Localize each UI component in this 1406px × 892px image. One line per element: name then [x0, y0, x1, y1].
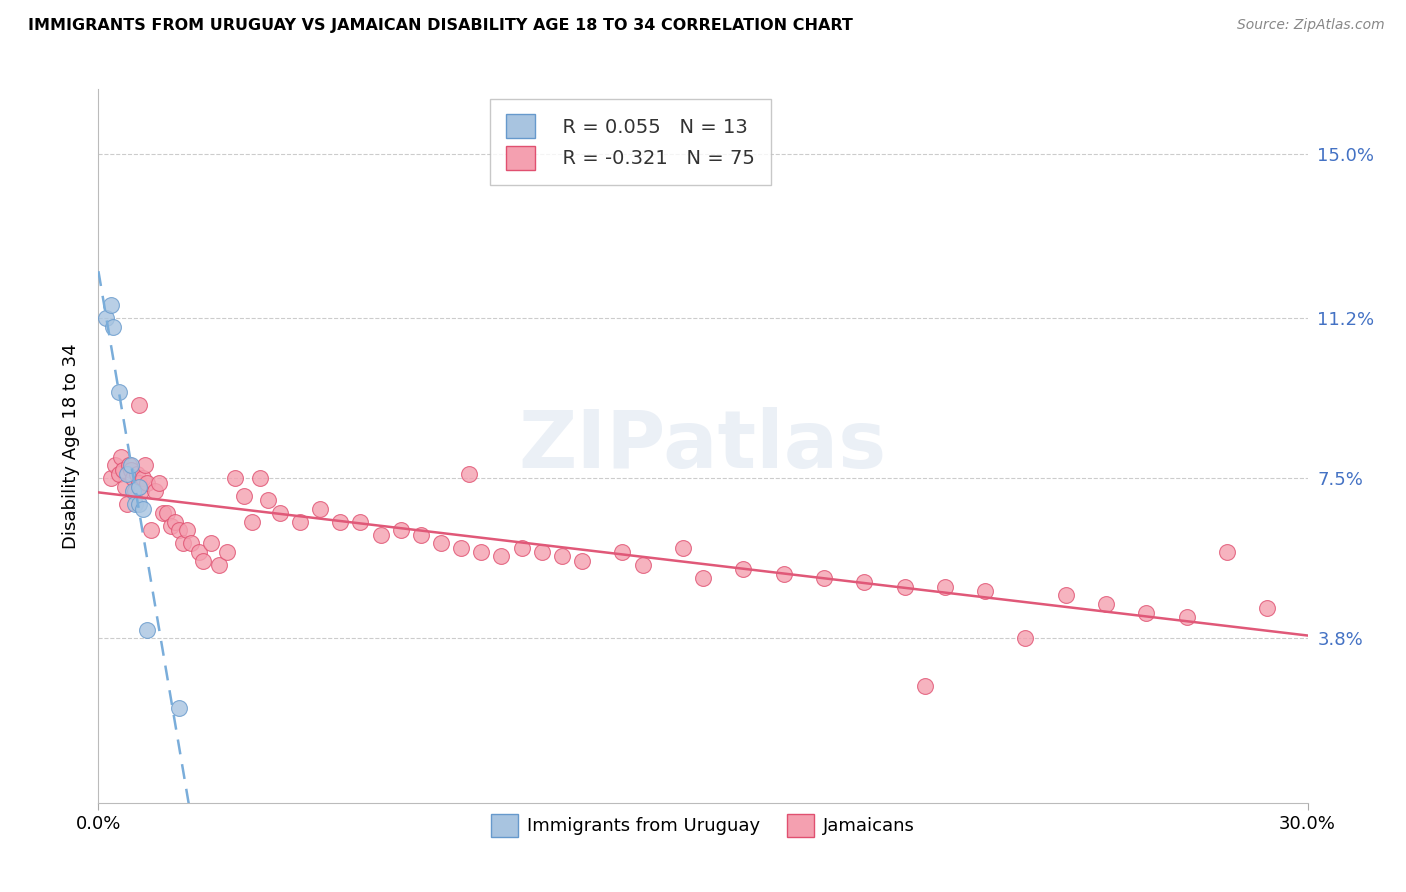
Point [813, 571, 835, 585]
Y-axis label: Disability Age 18 to 34: Disability Age 18 to 34 [62, 343, 80, 549]
Point [409, 527, 432, 541]
Point [132, 471, 155, 485]
Point [1014, 632, 1036, 646]
Point [551, 549, 574, 564]
Point [1216, 545, 1239, 559]
Point [430, 536, 453, 550]
Point [1256, 601, 1278, 615]
Point [125, 467, 148, 482]
Point [118, 458, 141, 473]
Point [193, 553, 215, 567]
Point [389, 524, 412, 538]
Point [135, 475, 157, 490]
Point [893, 580, 915, 594]
Point [107, 467, 129, 482]
Point [107, 384, 129, 399]
Point [128, 398, 150, 412]
Point [111, 463, 134, 477]
Point [103, 458, 125, 473]
Text: Source: ZipAtlas.com: Source: ZipAtlas.com [1237, 18, 1385, 32]
Point [269, 506, 291, 520]
Point [134, 458, 156, 473]
Point [349, 515, 371, 529]
Point [1175, 610, 1198, 624]
Point [974, 583, 997, 598]
Point [132, 501, 155, 516]
Legend: Immigrants from Uruguay, Jamaicans: Immigrants from Uruguay, Jamaicans [484, 807, 922, 844]
Point [914, 679, 936, 693]
Point [370, 527, 392, 541]
Point [853, 575, 876, 590]
Point [772, 566, 794, 581]
Point [180, 536, 202, 550]
Point [329, 515, 352, 529]
Text: ZIPatlas: ZIPatlas [519, 407, 887, 485]
Point [288, 515, 311, 529]
Point [692, 571, 714, 585]
Point [200, 536, 222, 550]
Point [208, 558, 231, 572]
Point [115, 497, 138, 511]
Point [1135, 606, 1157, 620]
Point [160, 519, 183, 533]
Point [470, 545, 492, 559]
Point [510, 541, 533, 555]
Point [100, 298, 122, 312]
Point [167, 524, 190, 538]
Point [121, 471, 143, 485]
Point [1054, 588, 1077, 602]
Point [139, 524, 162, 538]
Point [135, 623, 157, 637]
Point [249, 471, 271, 485]
Point [1095, 597, 1118, 611]
Point [458, 467, 481, 482]
Point [217, 545, 239, 559]
Point [224, 471, 246, 485]
Point [188, 545, 211, 559]
Point [120, 463, 142, 477]
Point [128, 475, 150, 490]
Point [450, 541, 472, 555]
Point [172, 536, 194, 550]
Point [148, 475, 170, 490]
Point [129, 484, 152, 499]
Point [128, 480, 150, 494]
Point [96, 311, 118, 326]
Point [612, 545, 634, 559]
Point [240, 515, 263, 529]
Point [115, 467, 138, 482]
Point [631, 558, 654, 572]
Point [100, 471, 122, 485]
Point [672, 541, 695, 555]
Point [124, 497, 146, 511]
Point [491, 549, 513, 564]
Point [128, 497, 150, 511]
Point [167, 700, 190, 714]
Point [309, 501, 332, 516]
Point [571, 553, 593, 567]
Point [530, 545, 553, 559]
Point [152, 506, 174, 520]
Point [176, 524, 198, 538]
Point [232, 489, 254, 503]
Point [256, 493, 278, 508]
Point [121, 484, 143, 499]
Point [114, 480, 136, 494]
Point [156, 506, 179, 520]
Point [124, 484, 146, 499]
Point [110, 450, 132, 464]
Point [143, 484, 166, 499]
Point [163, 515, 186, 529]
Point [934, 580, 956, 594]
Point [120, 458, 142, 473]
Text: IMMIGRANTS FROM URUGUAY VS JAMAICAN DISABILITY AGE 18 TO 34 CORRELATION CHART: IMMIGRANTS FROM URUGUAY VS JAMAICAN DISA… [28, 18, 853, 33]
Point [101, 320, 124, 334]
Point [733, 562, 755, 576]
